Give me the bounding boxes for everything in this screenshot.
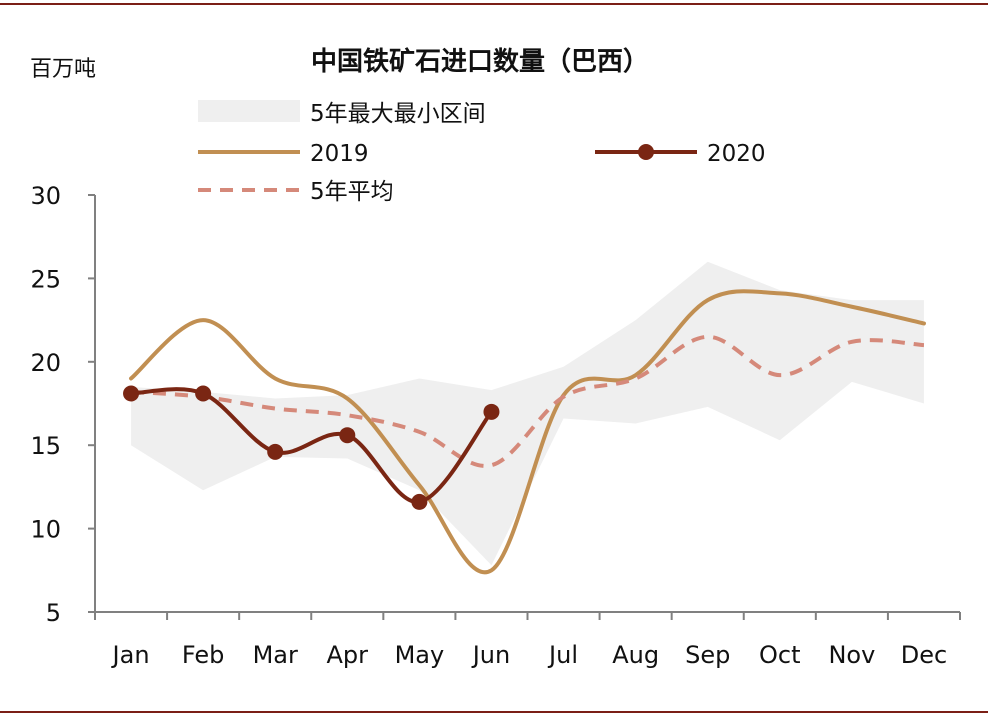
y-tick-label: 25 <box>30 265 61 293</box>
x-tick-label: Mar <box>253 641 298 669</box>
data-point-2020 <box>339 427 356 444</box>
y-tick-label: 20 <box>30 349 61 377</box>
range-band-area <box>131 261 924 566</box>
x-tick-label: Feb <box>182 641 225 669</box>
data-point-2020 <box>195 385 212 402</box>
data-point-2020 <box>123 385 140 402</box>
x-tick-label: Jul <box>547 641 578 669</box>
x-tick-label: Jan <box>111 641 150 669</box>
legend-marker-2020 <box>638 144 654 160</box>
y-tick-label: 5 <box>46 599 61 627</box>
series-line-2019 <box>129 289 926 575</box>
legend-label-2019: 2019 <box>310 141 369 167</box>
unit-label: 百万吨 <box>30 57 96 82</box>
legend-label-2020: 2020 <box>707 141 766 167</box>
x-tick-label: Nov <box>828 641 875 669</box>
x-tick-label: Jun <box>471 641 511 669</box>
x-tick-label: Sep <box>685 641 730 669</box>
x-tick-label: Apr <box>327 641 369 669</box>
x-tick-label: Aug <box>612 641 659 669</box>
x-tick-label: May <box>395 641 445 669</box>
chart-title: 中国铁矿石进口数量（巴西） <box>311 46 649 77</box>
top-rule <box>0 3 988 5</box>
y-tick-label: 30 <box>30 182 61 210</box>
legend: 5年最大最小区间 2019 2020 5年平均 <box>198 100 766 205</box>
x-tick-label: Oct <box>759 641 801 669</box>
legend-label-range: 5年最大最小区间 <box>310 101 486 127</box>
legend-label-average: 5年平均 <box>310 179 394 205</box>
legend-swatch-range <box>198 100 300 122</box>
bottom-rule <box>0 711 988 713</box>
data-point-2020 <box>267 443 284 460</box>
data-point-2020 <box>483 403 500 420</box>
data-point-2020 <box>411 493 428 510</box>
x-tick-label: Dec <box>901 641 947 669</box>
y-tick-label: 10 <box>30 516 61 544</box>
plot-area: 5 10 15 20 25 30 Jan Feb Mar Apr May Jun Jul Aug Sep Oc… <box>30 182 961 669</box>
y-tick-label: 15 <box>30 432 61 460</box>
